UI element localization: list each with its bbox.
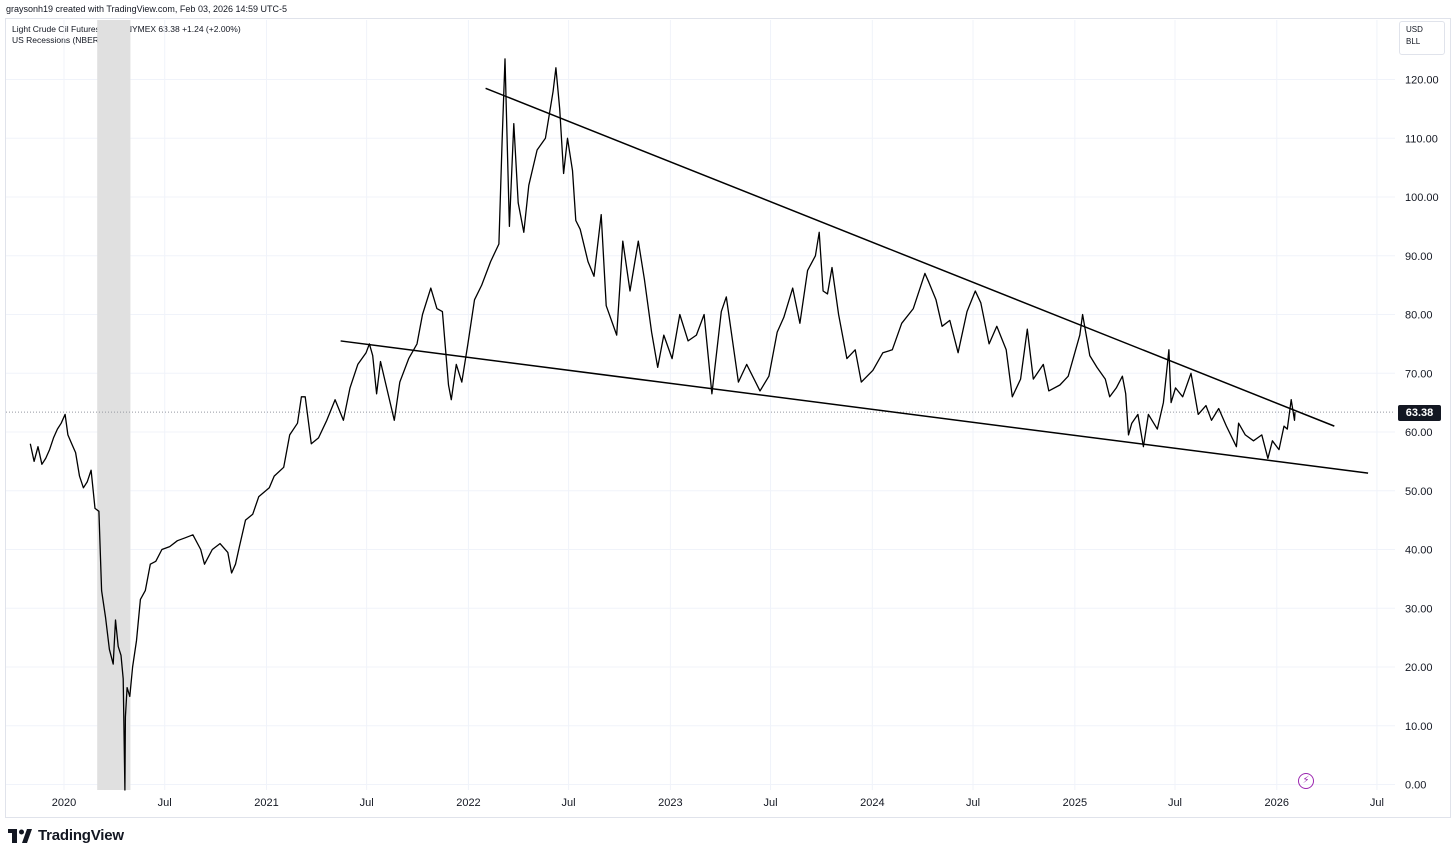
price-series-line: [29, 58, 1296, 791]
x-tick-label: 2024: [860, 797, 884, 809]
lightning-bolt-icon[interactable]: ⚡: [1298, 773, 1314, 789]
x-tick-label: 2026: [1265, 797, 1289, 809]
x-tick-label: Jul: [1370, 797, 1384, 809]
trendline-upper: [485, 87, 1335, 427]
unit-label: BLL: [1406, 37, 1421, 46]
last-price-label: 63.38: [1398, 405, 1441, 421]
x-tick-label: Jul: [562, 797, 576, 809]
x-tick-label: 2022: [456, 797, 480, 809]
y-tick-label: 10.00: [1405, 721, 1433, 733]
x-axis: 2020 Jul 2021 Jul 2022 Jul 2023 Jul 2024 Jul 2025 J…: [52, 797, 1384, 809]
trendline-lower: [340, 340, 1369, 474]
y-tick-label: 80.00: [1405, 310, 1433, 322]
tradingview-logo-icon: [8, 828, 32, 843]
recession-bands: [97, 20, 131, 790]
x-tick-label: 2023: [658, 797, 682, 809]
x-tick-label: Jul: [360, 797, 374, 809]
unit-selector[interactable]: USD BLL: [1399, 21, 1445, 55]
x-tick-label: 2021: [254, 797, 278, 809]
x-tick-label: Jul: [158, 797, 172, 809]
trendlines-group: [340, 87, 1369, 474]
series-group: [29, 58, 1296, 791]
indicator-legend-line[interactable]: US Recessions (NBER): [12, 35, 102, 45]
y-tick-label: 40.00: [1405, 545, 1433, 557]
x-tick-label: 2025: [1063, 797, 1087, 809]
x-tick-label: Jul: [1168, 797, 1182, 809]
y-tick-label: 60.00: [1405, 427, 1433, 439]
x-tick-label: 2020: [52, 797, 76, 809]
y-tick-label: 120.00: [1405, 75, 1439, 87]
y-tick-label: 70.00: [1405, 368, 1433, 380]
tradingview-brand[interactable]: TradingView: [8, 827, 124, 844]
y-tick-label: 90.00: [1405, 251, 1433, 263]
x-tick-label: Jul: [764, 797, 778, 809]
chart-frame: [5, 18, 1451, 818]
y-tick-label: 50.00: [1405, 486, 1433, 498]
tradingview-wordmark: TradingView: [38, 827, 124, 844]
y-tick-label: 30.00: [1405, 603, 1433, 615]
y-tick-label: 100.00: [1405, 192, 1439, 204]
y-tick-label: 0.00: [1405, 780, 1426, 792]
y-tick-label: 110.00: [1405, 133, 1438, 145]
created-by-caption: graysonh19 created with TradingView.com,…: [6, 4, 287, 14]
y-axis: 120.00 110.00 100.00 90.00 80.00 70.00 60.00 50…: [1405, 75, 1439, 792]
y-tick-label: 20.00: [1405, 662, 1433, 674]
currency-label: USD: [1406, 25, 1423, 34]
x-tick-label: Jul: [966, 797, 980, 809]
recession-band: [97, 20, 131, 790]
grid-lines: [6, 20, 1395, 790]
